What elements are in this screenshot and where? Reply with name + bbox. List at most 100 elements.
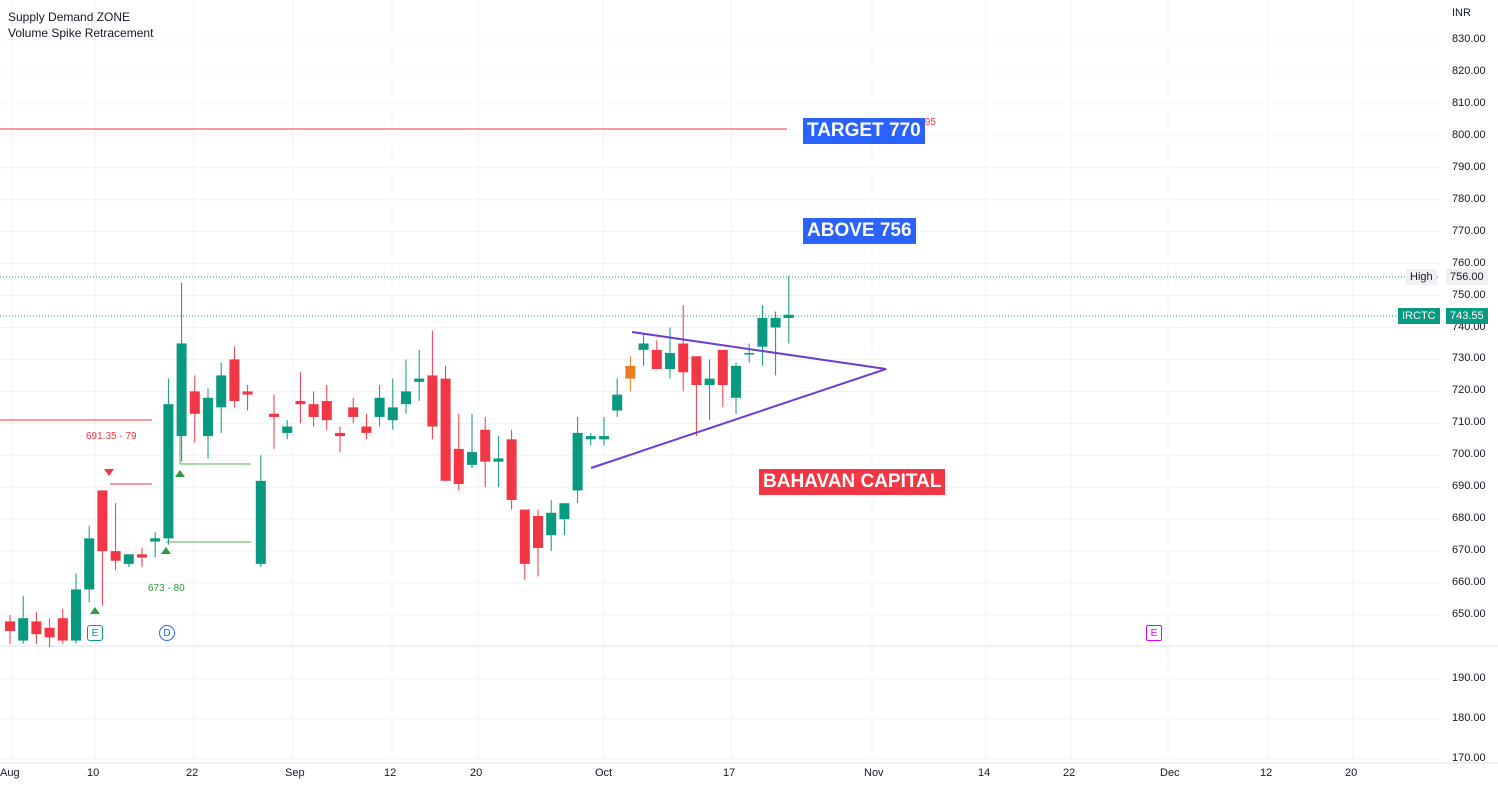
price-tick-label: 820.00 xyxy=(1452,64,1486,77)
volume-tick-label: 190.00 xyxy=(1452,672,1486,684)
candle-body xyxy=(717,349,728,385)
candle-body xyxy=(71,589,81,641)
earnings-icon[interactable]: E xyxy=(87,625,103,641)
time-tick-label: 22 xyxy=(1063,767,1076,779)
candle-body xyxy=(97,490,108,552)
candle-body xyxy=(493,458,504,462)
time-tick-label: 12 xyxy=(384,767,397,779)
candle-body xyxy=(401,391,411,405)
candle-body xyxy=(546,512,557,536)
time-tick-label: 20 xyxy=(1345,767,1358,779)
volume-tick-label: 180.00 xyxy=(1452,712,1486,724)
candle-body xyxy=(31,621,42,635)
price-tick-label: 810.00 xyxy=(1452,96,1486,109)
candle-body xyxy=(704,378,715,385)
price-tick-label: 710.00 xyxy=(1452,416,1486,429)
candle-body xyxy=(163,404,174,539)
triangle-pattern xyxy=(590,331,887,469)
time-tick-label: 10 xyxy=(87,767,100,779)
candle-body xyxy=(638,343,649,350)
candle-body xyxy=(269,413,279,417)
target-suffix: .95 xyxy=(922,117,936,128)
candle-body xyxy=(282,426,293,433)
candle-body xyxy=(414,378,425,382)
candle-body xyxy=(651,349,662,370)
chart-lines xyxy=(0,128,1440,543)
candle-body xyxy=(744,353,755,355)
above-label: ABOVE 756 xyxy=(803,218,916,244)
sell-arrow-icon xyxy=(104,469,114,476)
time-tick-label: Aug xyxy=(0,767,20,779)
candle-body xyxy=(665,353,675,370)
candle-body xyxy=(585,436,596,440)
candle-body xyxy=(137,554,147,558)
candle-body xyxy=(519,509,530,564)
candle-body xyxy=(150,538,161,542)
demand-zone-label: 673 - 80 xyxy=(148,583,185,594)
price-tick-label: 790.00 xyxy=(1452,160,1486,173)
candle-body xyxy=(5,621,15,631)
candle-body xyxy=(691,356,702,385)
price-tick-label: 730.00 xyxy=(1452,352,1486,365)
price-tick-label: 680.00 xyxy=(1452,512,1486,525)
candle-body xyxy=(427,375,438,427)
volume-tick-label: 170.00 xyxy=(1452,752,1486,764)
candle-body xyxy=(480,429,491,462)
high-badge-value: 756.00 xyxy=(1446,269,1488,285)
candle-body xyxy=(361,426,372,433)
candle-body xyxy=(216,375,227,408)
price-tick-label: 720.00 xyxy=(1452,384,1486,397)
candle-body xyxy=(678,343,689,373)
candle-body xyxy=(572,432,583,491)
candle-body xyxy=(229,359,240,401)
price-tick-label: 670.00 xyxy=(1452,544,1486,557)
price-tick-label: 700.00 xyxy=(1452,448,1486,461)
price-tick-label: 770.00 xyxy=(1452,224,1486,237)
candle-body xyxy=(506,439,517,500)
target-label: TARGET 770 xyxy=(803,118,925,144)
buy-arrow-icon xyxy=(161,547,171,554)
high-badge-label: High xyxy=(1406,269,1437,285)
candle-body xyxy=(348,407,359,417)
time-tick-label: Nov xyxy=(864,767,884,779)
candle-body xyxy=(625,365,636,379)
candle-body xyxy=(18,618,29,641)
legend-indicator-2[interactable]: Volume Spike Retracement xyxy=(8,26,154,40)
candle-body xyxy=(453,448,464,485)
buy-arrow-icon xyxy=(175,470,185,477)
time-tick-label: Dec xyxy=(1160,767,1180,779)
candlestick-series xyxy=(5,276,794,647)
chart-grid xyxy=(0,0,1498,764)
legend-indicator-1[interactable]: Supply Demand ZONE xyxy=(8,10,131,24)
dividend-icon[interactable]: D xyxy=(159,625,175,641)
candle-body xyxy=(44,627,55,638)
candle-body xyxy=(731,365,741,398)
price-tick-label: 830.00 xyxy=(1452,33,1486,45)
candle-body xyxy=(783,314,794,318)
candle-body xyxy=(440,378,451,481)
earnings-icon-upcoming[interactable]: E xyxy=(1146,625,1162,641)
candle-body xyxy=(189,391,200,414)
candle-body xyxy=(387,407,398,421)
price-tick-label: 660.00 xyxy=(1452,576,1486,589)
price-tick-label: 780.00 xyxy=(1452,192,1486,205)
candle-body xyxy=(374,397,385,417)
candle-body xyxy=(757,317,768,347)
time-tick-label: 12 xyxy=(1260,767,1273,779)
brand-label: BAHAVAN CAPITAL xyxy=(759,469,946,495)
candle-body xyxy=(255,480,266,564)
price-tick-label: 800.00 xyxy=(1452,128,1486,141)
price-tick-label: 650.00 xyxy=(1452,608,1486,620)
candle-body xyxy=(110,551,121,561)
candle-body xyxy=(295,400,306,405)
candle-body xyxy=(770,317,781,328)
indicator-legend[interactable]: Supply Demand ZONE Volume Spike Retracem… xyxy=(8,9,153,41)
last-price-badge: 743.55 xyxy=(1446,308,1488,324)
currency-label: INR xyxy=(1452,7,1471,19)
candle-body xyxy=(308,404,319,417)
candle-body xyxy=(242,391,253,395)
candle-body xyxy=(123,554,134,564)
time-tick-label: 22 xyxy=(186,767,199,779)
time-tick-label: 20 xyxy=(470,767,483,779)
